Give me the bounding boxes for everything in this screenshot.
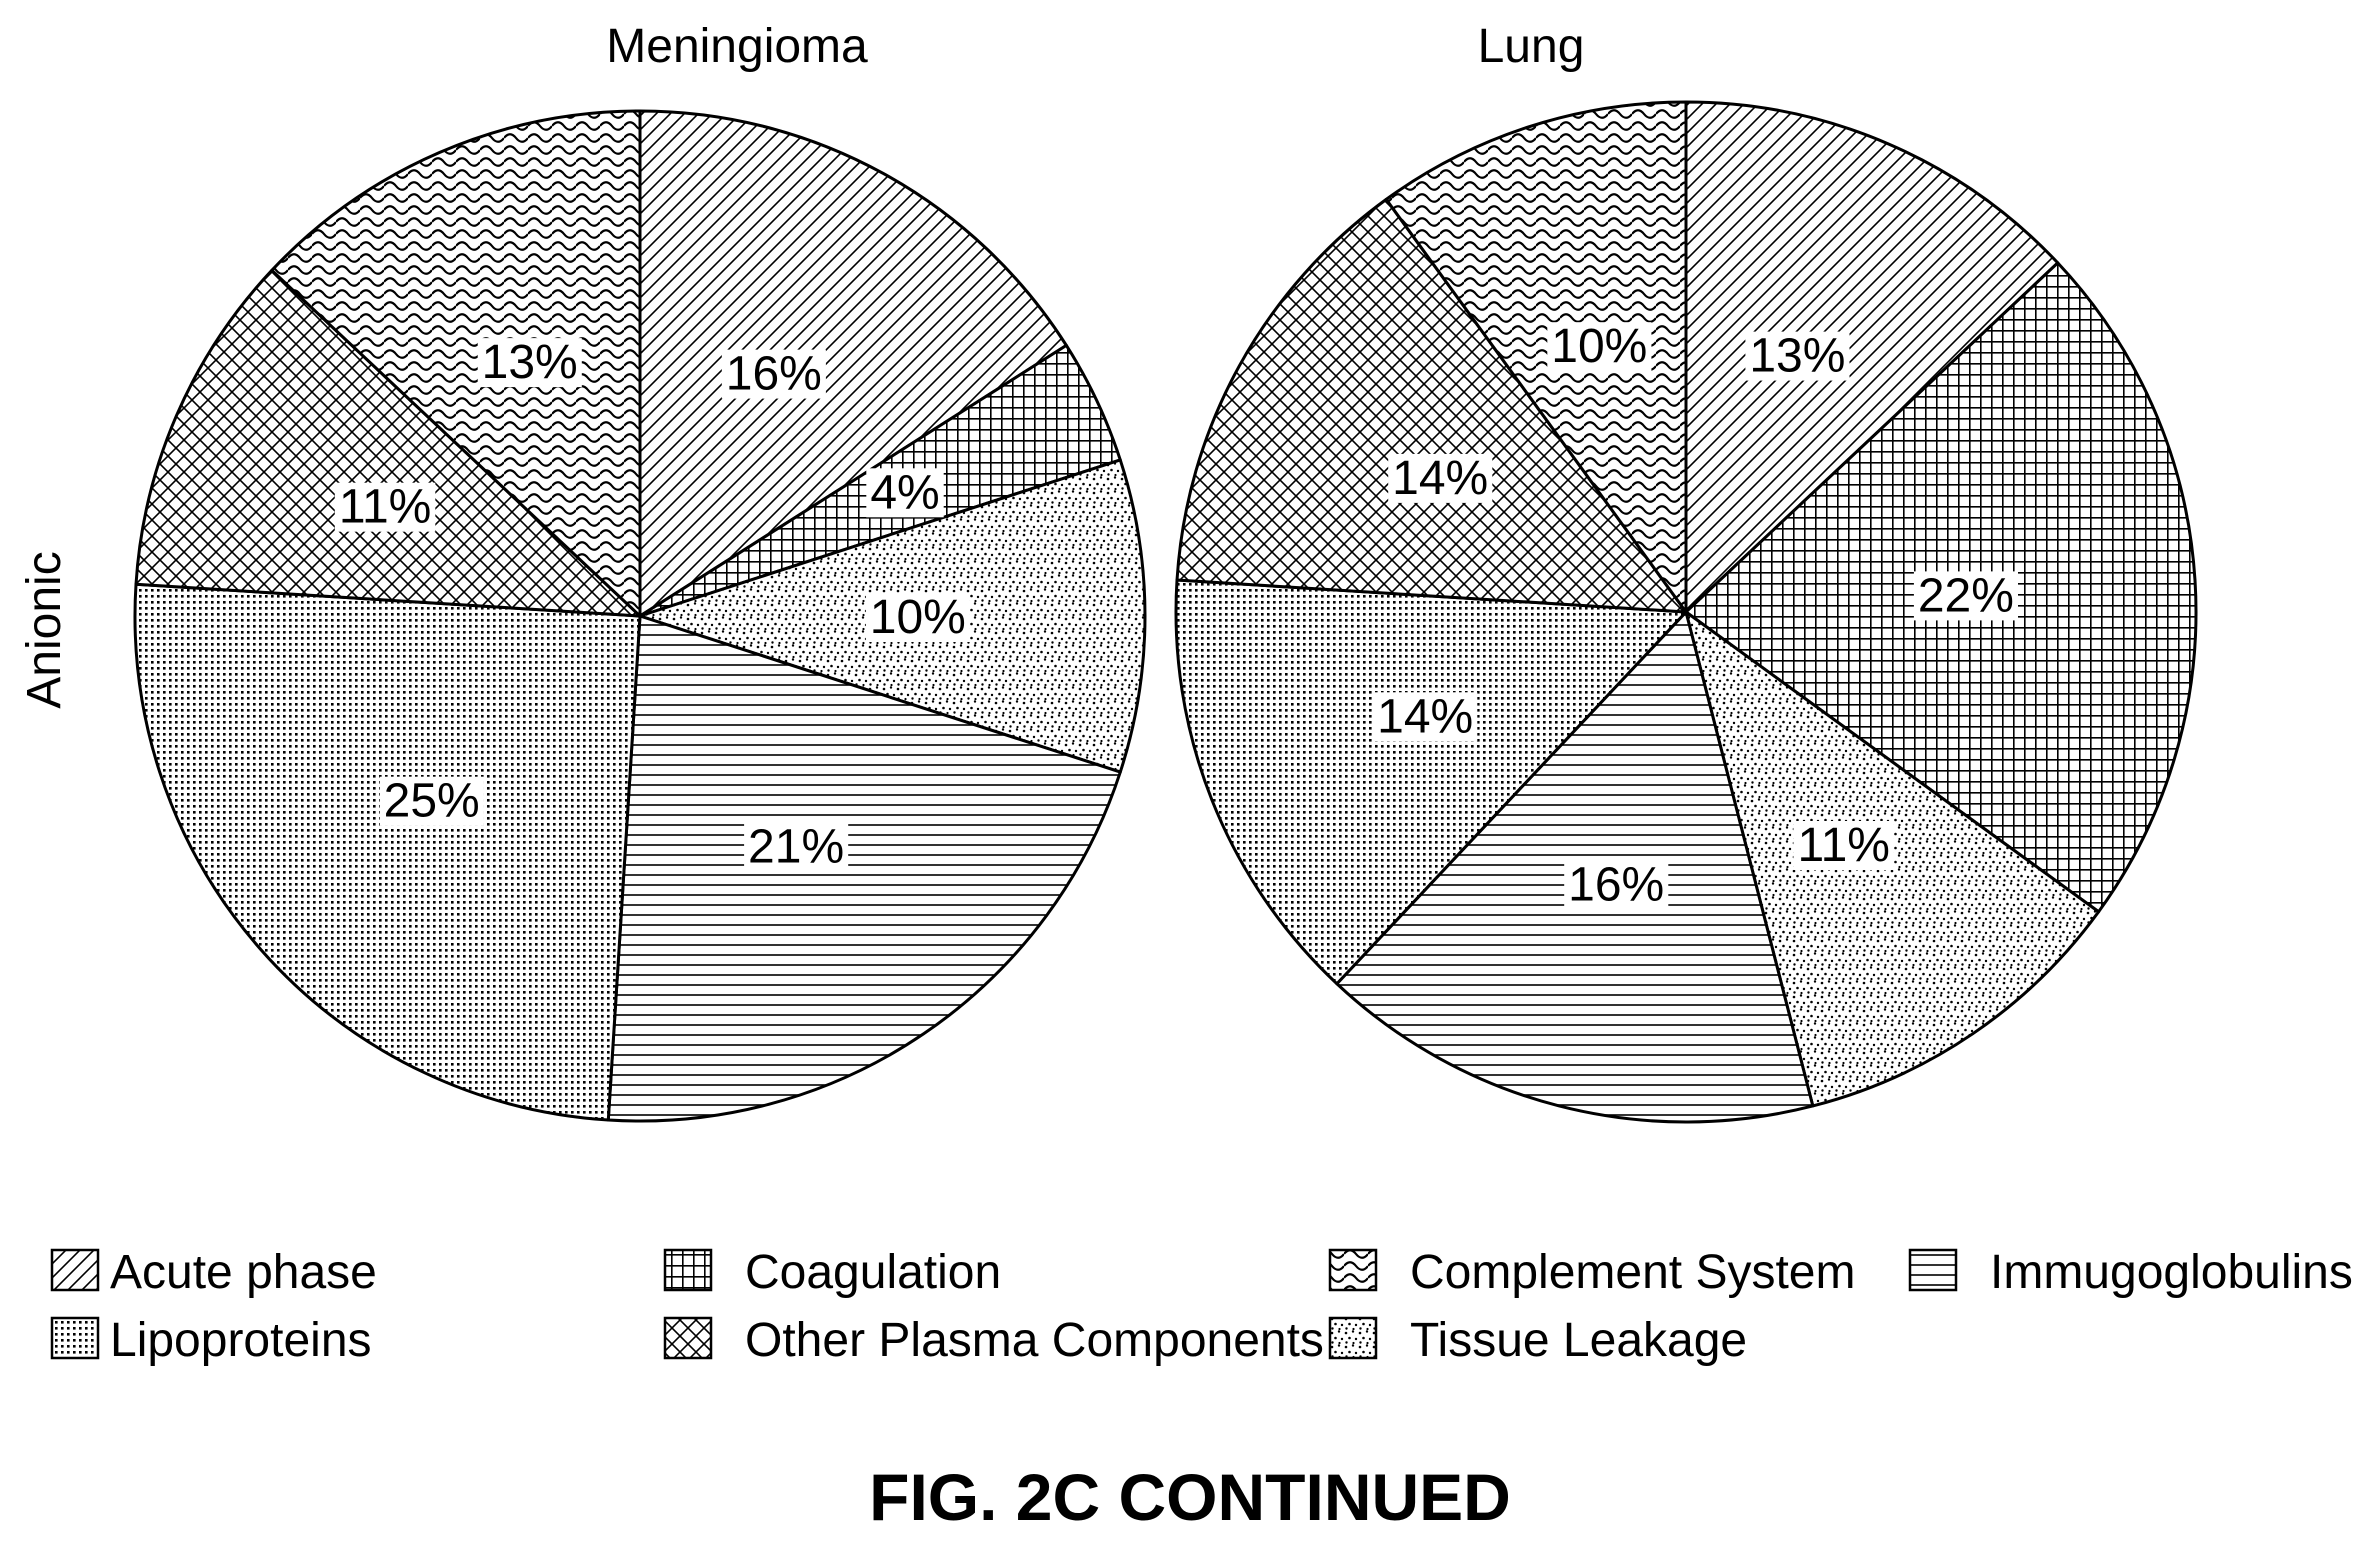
legend-item-other-plasma-components: Other Plasma Components [665,1314,1324,1367]
slice-label-meningioma-coagulation: 4% [870,466,939,519]
slice-label-lung-coagulation: 22% [1918,569,2014,622]
legend-item-lipoproteins: Lipoproteins [52,1314,372,1367]
legend-swatch-tissue-leakage [1330,1318,1376,1358]
legend-swatch-lipoproteins [52,1318,98,1358]
legend-label-immugoglobulins: Immugoglobulins [1990,1246,2353,1299]
legend: Acute phase Coagulation Complement System I… [52,1246,2353,1367]
legend-swatch-coagulation [665,1250,711,1290]
slice-label-lung-immugoglobulins: 16% [1568,859,1664,912]
pie-chart-lung: Lung 13% 22% 11% 16% 14% 14% 10% [1176,20,2196,1122]
pie-title-lung: Lung [1478,20,1585,73]
legend-swatch-other-plasma-components [665,1318,711,1358]
slice-label-lung-other-plasma-components: 14% [1392,452,1488,505]
legend-item-tissue-leakage: Tissue Leakage [1330,1314,1747,1367]
slice-label-lung-lipoproteins: 14% [1377,690,1473,743]
row-label: Anionic [18,551,71,708]
slice-label-lung-acute-phase: 13% [1749,330,1845,383]
legend-label-acute-phase: Acute phase [110,1246,377,1299]
legend-item-acute-phase: Acute phase [52,1246,377,1299]
slice-label-meningioma-acute-phase: 16% [726,348,822,401]
slice-label-lung-tissue-leakage: 11% [1797,819,1890,872]
legend-label-other-plasma-components: Other Plasma Components [745,1314,1324,1367]
legend-label-tissue-leakage: Tissue Leakage [1410,1314,1747,1367]
legend-label-complement-system: Complement System [1410,1246,1855,1299]
pie-title-meningioma: Meningioma [606,20,868,73]
legend-item-immugoglobulins: Immugoglobulins [1910,1246,2353,1299]
legend-swatch-immugoglobulins [1910,1250,1956,1290]
legend-item-coagulation: Coagulation [665,1246,1001,1299]
pie-chart-meningioma: Meningioma 16% 4% 10% 21% 25% 11% 13% [135,20,1145,1121]
slice-label-lung-complement-system: 10% [1551,320,1647,373]
slice-label-meningioma-immugoglobulins: 21% [748,821,844,874]
slice-label-meningioma-tissue-leakage: 10% [870,591,966,644]
figure-caption: FIG. 2C CONTINUED [869,1460,1511,1534]
legend-swatch-complement-system [1330,1250,1376,1290]
slice-label-meningioma-complement-system: 13% [482,336,578,389]
legend-label-lipoproteins: Lipoproteins [110,1314,372,1367]
slice-label-meningioma-lipoproteins: 25% [384,775,480,828]
pie-slice-meningioma-lipoproteins [135,584,640,1120]
slice-label-meningioma-other-plasma-components: 11% [339,481,432,534]
legend-swatch-acute-phase [52,1250,98,1290]
legend-label-coagulation: Coagulation [745,1246,1001,1299]
legend-item-complement-system: Complement System [1330,1246,1855,1299]
